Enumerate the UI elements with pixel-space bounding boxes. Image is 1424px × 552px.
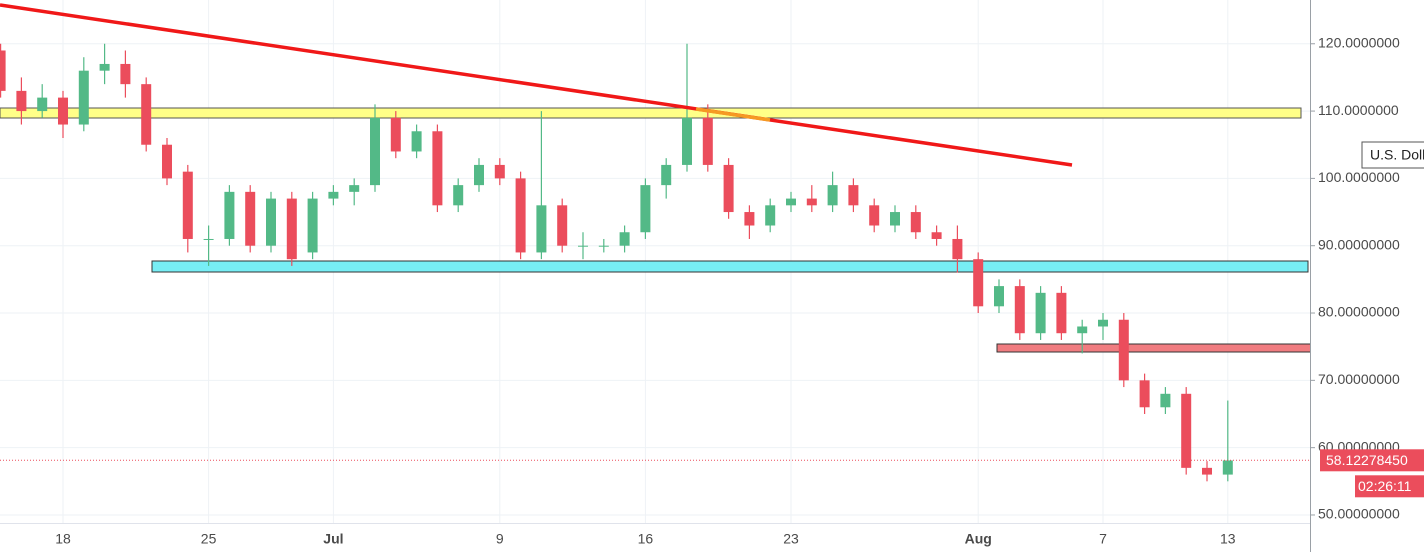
x-tick-label: 25 [201, 531, 217, 547]
candles [0, 43, 1310, 482]
candle-body [515, 178, 526, 253]
last-price-label: 58.12278450 [1326, 452, 1408, 468]
y-tick-label: 50.00000000 [1318, 506, 1400, 522]
candle-body [598, 245, 609, 247]
candle-body [245, 191, 256, 246]
y-tick-label: 80.00000000 [1318, 304, 1400, 320]
y-tick-label: 110.0000000 [1318, 102, 1399, 118]
x-tick-label: 23 [783, 531, 799, 547]
candle-body [682, 117, 692, 165]
candle-body [390, 117, 401, 152]
candle-body [453, 185, 464, 206]
candle-body [702, 117, 713, 165]
candle-body [578, 245, 588, 247]
candle-body [1202, 467, 1212, 475]
candle-body [1160, 393, 1171, 408]
support-zone-red [996, 343, 1312, 353]
candle-body [78, 70, 89, 125]
candle-body [182, 171, 193, 239]
candle-body [1014, 286, 1025, 334]
candle-body [619, 232, 630, 246]
candle-body [661, 164, 672, 186]
candle-body [1098, 319, 1108, 327]
candle-body [266, 198, 276, 246]
candle-body [203, 238, 214, 240]
candle-body [744, 212, 755, 226]
candle-body [1181, 393, 1192, 468]
candle-body [910, 212, 921, 233]
x-tick-label: 16 [638, 531, 654, 547]
candle-body [474, 164, 484, 186]
x-tick-label: 9 [496, 531, 504, 547]
candle-body [1139, 380, 1150, 408]
countdown-box [1355, 475, 1424, 498]
candle-body [827, 185, 838, 206]
y-tick-label: 70.00000000 [1318, 371, 1400, 387]
candle-body [349, 185, 360, 192]
x-tick-label: Jul [323, 531, 343, 547]
candle-body [1056, 292, 1067, 334]
countdown-label: 02:26:11 [1358, 478, 1412, 494]
candle-body [806, 198, 817, 206]
x-tick-label: Aug [965, 531, 992, 547]
currency-box [1361, 141, 1424, 169]
candle-body [1118, 319, 1129, 381]
resistance-zone [0, 107, 1302, 119]
candle-body [370, 117, 380, 186]
candle-body [0, 50, 6, 91]
x-tick-label: 7 [1099, 531, 1107, 547]
trend-line [0, 3, 1073, 167]
candle-body [286, 198, 297, 260]
candle-body [723, 164, 734, 213]
x-tick-label: 13 [1220, 531, 1236, 547]
candle-body [536, 205, 547, 253]
candle-body [16, 90, 27, 112]
y-tick-label: 100.0000000 [1318, 169, 1400, 185]
trend-line-overlap [695, 107, 771, 122]
candle-body [786, 198, 796, 206]
x-tick-label: 18 [55, 531, 71, 547]
candle-body [994, 286, 1004, 307]
candle-body [952, 238, 963, 260]
candle-body [557, 205, 568, 246]
support-zone [151, 260, 1309, 273]
candle-body [640, 185, 651, 233]
candle-body [848, 185, 859, 206]
candle-body [141, 84, 152, 145]
candle-body [1035, 292, 1046, 334]
candle-body [120, 63, 131, 85]
candle-body [328, 191, 339, 199]
candle-body [973, 259, 984, 307]
candle-body [162, 144, 172, 179]
candle-body [224, 191, 235, 239]
axis: 50.0000000060.0000000070.0000000080.0000… [55, 34, 1424, 547]
candle-body [411, 131, 422, 152]
candle-body [432, 131, 443, 206]
candle-body [37, 97, 48, 112]
candle-body [58, 97, 68, 125]
currency-label: U.S. Dollar [1370, 147, 1424, 163]
candle-body [1077, 326, 1088, 334]
candle-body [307, 198, 318, 253]
last-price-box [1320, 449, 1424, 472]
candle-body [931, 232, 942, 239]
candle-body [99, 63, 110, 71]
candle-body [890, 212, 900, 226]
candle-body [494, 164, 505, 179]
candle-body [1222, 460, 1233, 475]
y-tick-label: 120.0000000 [1318, 34, 1400, 50]
y-tick-label: 90.00000000 [1318, 236, 1400, 252]
candle-body [765, 205, 776, 226]
candle-body [869, 205, 880, 226]
